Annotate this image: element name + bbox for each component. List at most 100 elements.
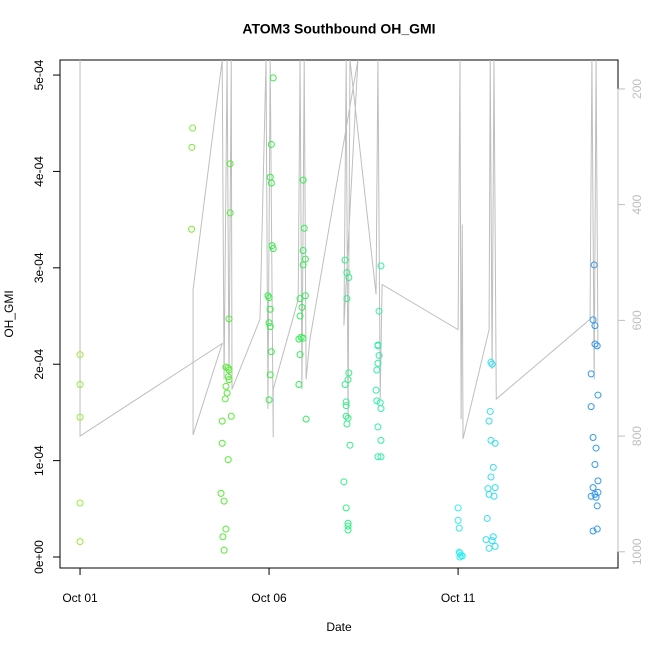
point: [222, 382, 230, 390]
point: [454, 504, 462, 512]
point: [491, 542, 499, 550]
point: [489, 463, 497, 471]
point: [343, 269, 351, 277]
y2-tick-label: 200: [630, 79, 644, 99]
point: [344, 526, 352, 534]
point: [591, 490, 599, 498]
point: [267, 348, 275, 356]
point: [227, 412, 235, 420]
point: [301, 292, 309, 300]
point: [345, 369, 353, 377]
point: [455, 524, 463, 532]
point: [345, 273, 353, 281]
point: [266, 323, 274, 331]
point: [221, 395, 229, 403]
point: [226, 209, 234, 217]
y2-tick-label: 1000: [630, 538, 644, 565]
point: [225, 366, 233, 374]
y-tick-label: 0e+00: [32, 540, 46, 574]
point: [377, 262, 385, 270]
point: [265, 319, 273, 327]
point: [267, 140, 275, 148]
point: [454, 516, 462, 524]
point: [299, 176, 307, 184]
point: [295, 335, 303, 343]
point: [189, 124, 197, 132]
point: [374, 359, 382, 367]
point: [76, 351, 84, 359]
point: [344, 519, 352, 527]
point: [589, 433, 597, 441]
point: [591, 322, 599, 330]
point: [269, 245, 277, 253]
point: [374, 342, 382, 350]
point: [344, 376, 352, 384]
plot-area: [76, 60, 602, 561]
point: [76, 380, 84, 388]
point: [591, 460, 599, 468]
point: [224, 456, 232, 464]
point: [269, 74, 277, 82]
point: [488, 360, 496, 368]
point: [593, 342, 601, 350]
point: [484, 485, 492, 493]
point: [456, 553, 464, 561]
point: [223, 389, 231, 397]
point: [342, 412, 350, 420]
x-tick-label: Oct 01: [62, 591, 98, 605]
point: [76, 538, 84, 546]
y-tick-label: 2e-04: [32, 349, 46, 380]
point: [341, 256, 349, 264]
point: [490, 492, 498, 500]
y-tick-label: 3e-04: [32, 252, 46, 283]
point: [300, 224, 308, 232]
point: [220, 497, 228, 505]
point: [219, 533, 227, 541]
point: [593, 502, 601, 510]
point: [591, 340, 599, 348]
point: [266, 371, 274, 379]
point: [485, 417, 493, 425]
point: [589, 316, 597, 324]
point: [217, 489, 225, 497]
point: [188, 143, 196, 151]
point: [377, 436, 385, 444]
point: [344, 522, 352, 530]
point: [188, 225, 196, 233]
point: [299, 261, 307, 269]
point: [587, 403, 595, 411]
point: [589, 527, 597, 535]
chart-title: ATOM3 Southbound OH_GMI: [242, 21, 435, 37]
point: [375, 307, 383, 315]
pressure-line: [79, 60, 599, 440]
point: [298, 303, 306, 311]
x-tick-label: Oct 11: [441, 591, 476, 605]
point: [220, 546, 228, 554]
point: [266, 305, 274, 313]
point: [486, 407, 494, 415]
point: [296, 295, 304, 303]
y-axis-label: OH_GMI: [2, 290, 16, 337]
point: [488, 537, 496, 545]
point: [265, 396, 273, 404]
point: [301, 255, 309, 263]
point: [487, 436, 495, 444]
point: [590, 261, 598, 269]
point: [374, 423, 382, 431]
point: [342, 504, 350, 512]
point: [224, 373, 232, 381]
point: [342, 402, 350, 410]
point: [295, 380, 303, 388]
point: [76, 413, 84, 421]
point: [299, 246, 307, 254]
point: [592, 444, 600, 452]
point: [593, 525, 601, 533]
point: [267, 179, 275, 187]
x-tick-label: Oct 06: [251, 591, 287, 605]
point: [374, 453, 382, 461]
point: [302, 415, 310, 423]
point: [342, 398, 350, 406]
point: [341, 380, 349, 388]
point: [482, 536, 490, 544]
point: [594, 477, 602, 485]
